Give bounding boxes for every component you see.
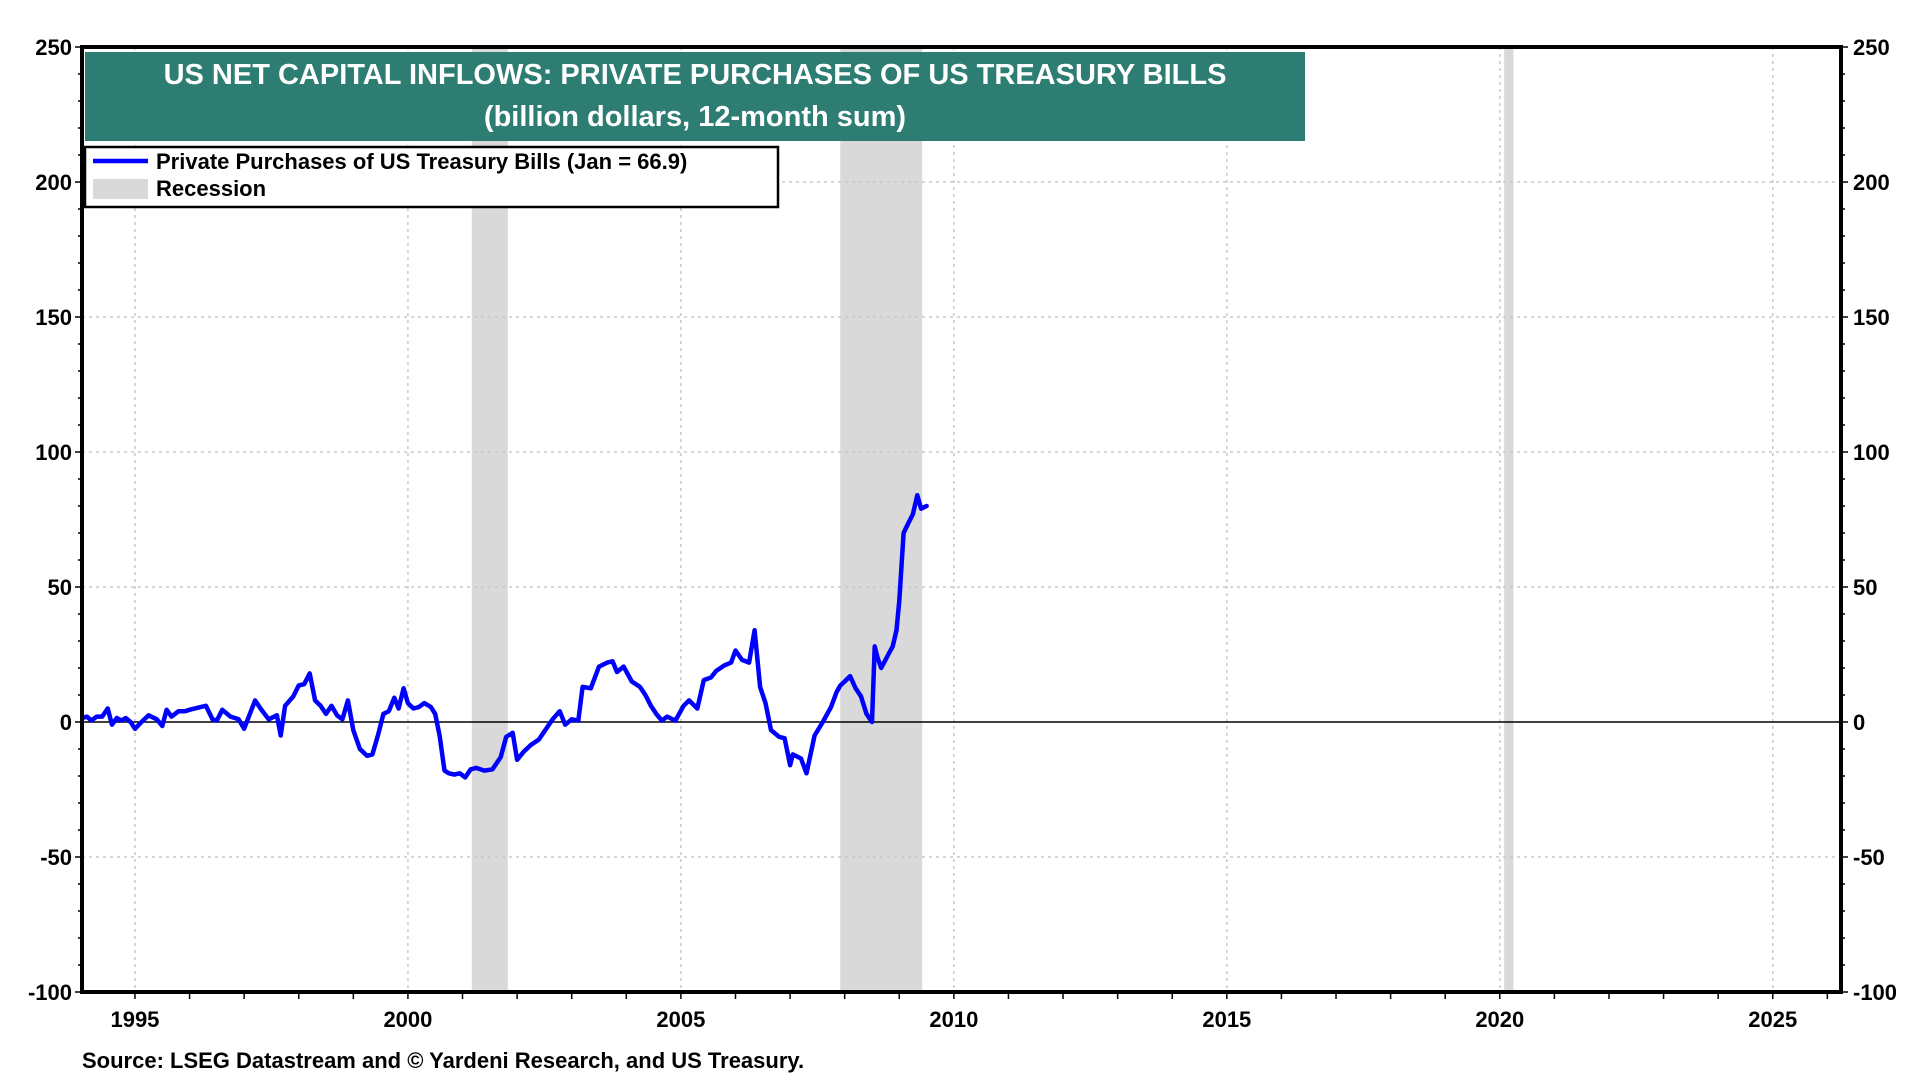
legend-label-recession: Recession <box>156 176 266 201</box>
source-note: Source: LSEG Datastream and © Yardeni Re… <box>82 1048 804 1073</box>
x-tick-label: 1995 <box>110 1007 159 1032</box>
left-y-tick-label: 200 <box>35 170 72 195</box>
right-y-tick-label: 150 <box>1853 305 1890 330</box>
legend-box <box>83 145 780 209</box>
left-y-axis: 250 200 150 100 50 0 -50 -100 <box>28 35 82 1005</box>
recession-band-2020 <box>1504 47 1514 992</box>
left-y-tick-label: 0 <box>60 710 72 735</box>
right-y-tick-label: -100 <box>1853 980 1897 1005</box>
series-line-0 <box>80 492 929 780</box>
right-y-tick-label: 100 <box>1853 440 1890 465</box>
x-tick-label: 2025 <box>1748 1007 1797 1032</box>
series-group <box>80 492 929 780</box>
chart-subtitle: (billion dollars, 12-month sum) <box>484 101 906 133</box>
right-y-tick-label: 200 <box>1853 170 1890 195</box>
legend: Private Purchases of US Treasury Bills (… <box>83 145 780 209</box>
left-y-tick-label: 100 <box>35 440 72 465</box>
right-y-axis: 250 200 150 100 50 0 -50 -100 <box>1841 35 1897 1005</box>
right-y-tick-label: -50 <box>1853 845 1885 870</box>
left-y-tick-label: -100 <box>28 980 72 1005</box>
right-y-tick-label: 0 <box>1853 710 1865 735</box>
x-tick-label: 2015 <box>1202 1007 1251 1032</box>
left-y-tick-label: 150 <box>35 305 72 330</box>
gridlines <box>82 47 1841 992</box>
legend-recession-swatch <box>93 179 148 199</box>
right-y-tick-label: 250 <box>1853 35 1890 60</box>
right-y-tick-label: 50 <box>1853 575 1877 600</box>
x-axis: 1995 2000 2005 2010 2015 2020 2025 <box>110 992 1829 1032</box>
title-background <box>85 52 1305 141</box>
x-tick-label: 2005 <box>656 1007 705 1032</box>
chart-title: US NET CAPITAL INFLOWS: PRIVATE PURCHASE… <box>164 59 1227 91</box>
plot-frame <box>80 45 1843 994</box>
legend-label-series: Private Purchases of US Treasury Bills (… <box>156 149 687 174</box>
x-tick-label: 2010 <box>929 1007 978 1032</box>
x-tick-label: 2020 <box>1475 1007 1524 1032</box>
left-y-tick-label: -50 <box>40 845 72 870</box>
left-y-tick-label: 250 <box>35 35 72 60</box>
x-tick-label: 2000 <box>383 1007 432 1032</box>
title-box: US NET CAPITAL INFLOWS: PRIVATE PURCHASE… <box>85 52 1305 141</box>
left-y-tick-label: 50 <box>48 575 72 600</box>
